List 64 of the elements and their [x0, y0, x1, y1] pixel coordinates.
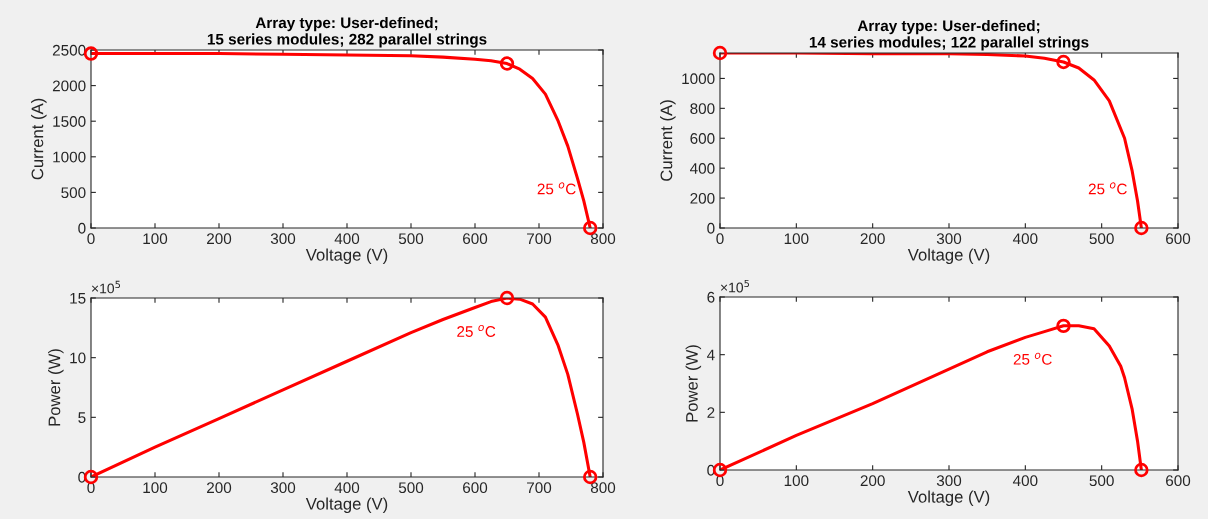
x-tick-label: 0 — [87, 233, 95, 245]
x-tick-label: 100 — [143, 233, 168, 245]
y-tick-label: 2500 — [52, 44, 86, 56]
y-tick-label: 0 — [78, 222, 86, 234]
annotation: 25 $^{o}$C — [1013, 352, 1052, 365]
y-tick-label: 1000 — [682, 73, 715, 85]
chart-title: Array type: User-defined; 15 series modules; 282 parallel strings — [207, 16, 487, 48]
x-tick-label: 400 — [1012, 233, 1038, 245]
y-tick-label: 1000 — [53, 151, 86, 163]
annotation: 25 $^{o}$C — [457, 324, 496, 337]
x-tick-label: 100 — [784, 475, 809, 487]
x-tick-label: 500 — [398, 233, 424, 245]
y-tick-label: 10 — [70, 352, 86, 364]
y-tick-label: 200 — [690, 192, 715, 204]
x-tick-label: 800 — [590, 482, 616, 494]
y-tick-label: 500 — [61, 187, 86, 199]
y-tick-label: 600 — [690, 133, 715, 144]
text: ×10$^{5}$ — [91, 280, 121, 294]
x-tick-label: 800 — [590, 233, 616, 245]
x-tick-label: 700 — [527, 233, 552, 245]
x-axis-title: Voltage (V) — [907, 248, 990, 265]
y-tick-label: 4 — [706, 349, 715, 361]
x-tick-label: 300 — [270, 233, 296, 245]
y-axis-title: Power (W) — [685, 345, 702, 422]
y-tick-label: 15 — [70, 293, 86, 304]
y-tick-label: 1500 — [53, 116, 86, 127]
x-axis-title: Voltage (V) — [907, 490, 990, 507]
y-tick-label: 2000 — [52, 80, 86, 92]
chart-title: Array type: User-defined; 14 series modules; 122 parallel strings — [809, 19, 1089, 51]
y-tick-label: 800 — [690, 103, 715, 115]
x-tick-label: 500 — [1089, 475, 1114, 487]
x-tick-label: 500 — [398, 482, 424, 494]
x-tick-label: 600 — [463, 233, 488, 245]
text: ×10$^{5}$ — [720, 279, 750, 293]
x-tick-label: 600 — [463, 482, 488, 494]
x-tick-label: 400 — [334, 233, 360, 245]
x-tick-label: 600 — [1166, 475, 1191, 487]
x-tick-label: 100 — [784, 233, 809, 245]
x-tick-label: 300 — [936, 233, 962, 245]
annotation: 25 $^{o}$C — [1088, 182, 1127, 195]
x-tick-label: 200 — [207, 482, 232, 494]
x-tick-label: 500 — [1089, 233, 1114, 245]
x-tick-label: 400 — [334, 482, 360, 494]
y-tick-label: 5 — [78, 412, 86, 424]
x-tick-label: 0 — [716, 233, 724, 245]
x-tick-label: 200 — [860, 233, 885, 245]
x-tick-label: 100 — [143, 482, 168, 494]
x-axis-title: Voltage (V) — [305, 248, 388, 265]
x-tick-label: 300 — [270, 482, 296, 494]
x-tick-label: 300 — [936, 475, 962, 487]
x-tick-label: 600 — [1166, 233, 1191, 245]
x-tick-label: 200 — [207, 233, 232, 245]
y-axis-title: Current (A) — [660, 100, 676, 181]
y-tick-label: 400 — [690, 163, 715, 174]
x-tick-label: 700 — [527, 482, 552, 494]
x-tick-label: 200 — [860, 475, 885, 487]
y-tick-label: 6 — [707, 291, 715, 303]
y-tick-label: 0 — [707, 222, 715, 234]
x-tick-label: 400 — [1012, 475, 1038, 487]
y-axis-title: Current (A) — [31, 98, 47, 180]
x-axis-title: Voltage (V) — [305, 497, 388, 514]
y-tick-label: 2 — [707, 407, 715, 418]
y-axis-title: Power (W) — [48, 349, 64, 426]
annotation: 25 $^{o}$C — [537, 182, 576, 195]
